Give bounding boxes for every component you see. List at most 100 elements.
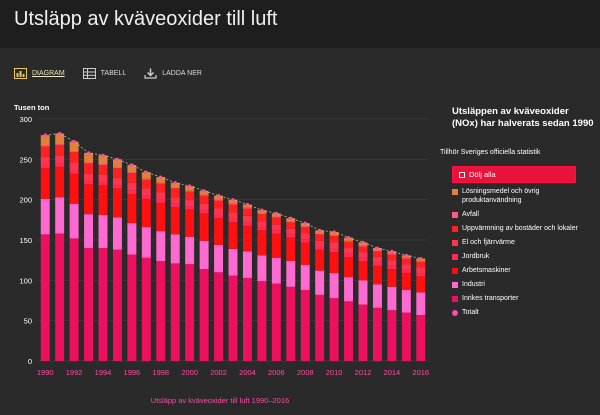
bar-segment [127,190,137,195]
bar-segment [84,162,94,164]
bar-segment [69,141,79,152]
bar-segment [300,242,310,266]
bar-segment [286,237,296,261]
hide-all-button[interactable]: Dölj alla [452,166,576,183]
bar-segment [329,235,339,243]
bar-segment [329,242,339,249]
bar-segment [416,292,426,316]
bar-segment [112,185,122,189]
bar-segment [141,188,151,196]
bar-segment [170,182,180,188]
bar-segment [69,170,79,174]
bar-segment [127,223,137,255]
legend-list: Lösningsmedel och övrig produktanvändnin… [452,187,597,322]
bar-segment [141,179,151,189]
y-tick-label: 0 [28,357,32,366]
bar-segment [329,235,339,236]
bar-segment [98,155,108,165]
bar-segment [98,164,108,165]
bar-segment [141,195,151,199]
bar-segment [300,290,310,361]
legend-item[interactable]: Lösningsmedel och övrig produktanvändnin… [452,187,597,205]
bar-segment [228,222,238,249]
bar-segment [127,194,137,224]
bar-segment [55,133,65,145]
tabell-button[interactable]: TABELL [82,67,126,79]
bar-segment [242,225,252,252]
bar-segment [358,280,368,305]
bar-segment [257,213,267,215]
legend-item[interactable]: Inrikes transporter [452,294,597,303]
legend-item[interactable]: Arbetsmaskiner [452,266,597,275]
bar-segment [170,203,180,207]
bar-segment [329,252,339,274]
legend-item[interactable]: Uppvärmning av bostäder och lokaler [452,224,597,233]
x-tick-label: 1990 [37,368,54,377]
bar-segment [257,227,267,231]
bar-segment [156,199,166,203]
bar-segment [156,231,166,261]
legend-item[interactable]: Avfall [452,210,597,219]
ladda-ner-button[interactable]: LADDA NER [144,68,202,79]
bar-segment [98,248,108,361]
legend-swatch [452,211,458,218]
y-tick-label: 250 [19,155,32,164]
total-point [130,163,134,167]
bar-segment [40,198,50,235]
legend-item[interactable]: El och fjärrvärme [452,238,597,247]
bar-segment [69,203,79,239]
bar-segment [372,250,382,252]
bar-segment [170,206,180,235]
bar-segment [170,197,180,204]
bar-segment [170,188,180,198]
bar-segment [214,272,224,361]
total-point [419,256,423,261]
bar-segment [55,144,65,145]
bar-segment [185,190,195,192]
bar-segment [329,231,339,236]
x-tick-label: 2014 [384,368,401,377]
total-point [202,189,206,193]
footer-title: Utsläpp av kväveoxider till luft 1990–20… [150,396,290,405]
page-title: Utsläpp av kväveoxider till luft [14,8,278,30]
total-point [245,202,250,207]
bar-segment [69,152,79,163]
ladda-ner-label: LADDA NER [162,69,202,77]
x-tick-label: 1994 [95,368,112,377]
legend-label: Inrikes transporter [462,295,519,302]
bar-segment [214,208,224,215]
bar-segment [185,185,195,191]
diagram-button[interactable]: DIAGRAM [14,67,65,79]
legend-item[interactable]: Industri [452,280,597,289]
bar-segment [300,265,310,291]
legend-label: Jordbruk [462,253,490,260]
bar-segment [344,301,354,361]
bar-segment [141,172,151,179]
bar-segment [358,245,368,247]
legend-swatch [452,267,458,274]
bar-segment [185,236,195,265]
legend-title: Utsläppen av kväveoxider (NOx) har halve… [452,106,594,129]
legend-item[interactable]: Totalt [452,308,597,317]
bar-segment [358,304,368,361]
legend-item[interactable]: Jordbruk [452,252,597,261]
bar-segment [185,209,195,237]
bar-segment [242,222,252,226]
bar-segment [199,213,209,241]
bar-segment [84,173,94,182]
bar-segment [329,273,339,299]
bar-segment [127,182,137,191]
bar-segment [257,221,267,228]
bar-segment [257,230,267,256]
bar-segment [300,233,310,240]
x-tick-label: 2016 [412,368,429,377]
legend-swatch [452,281,458,288]
x-tick-label: 2004 [239,368,256,377]
total-point [303,221,307,225]
bar-segment [242,207,252,209]
download-icon [144,68,157,79]
total-point [43,133,47,137]
bar-segment [315,230,325,234]
bar-segment [40,156,50,165]
bar-segment [416,276,426,293]
